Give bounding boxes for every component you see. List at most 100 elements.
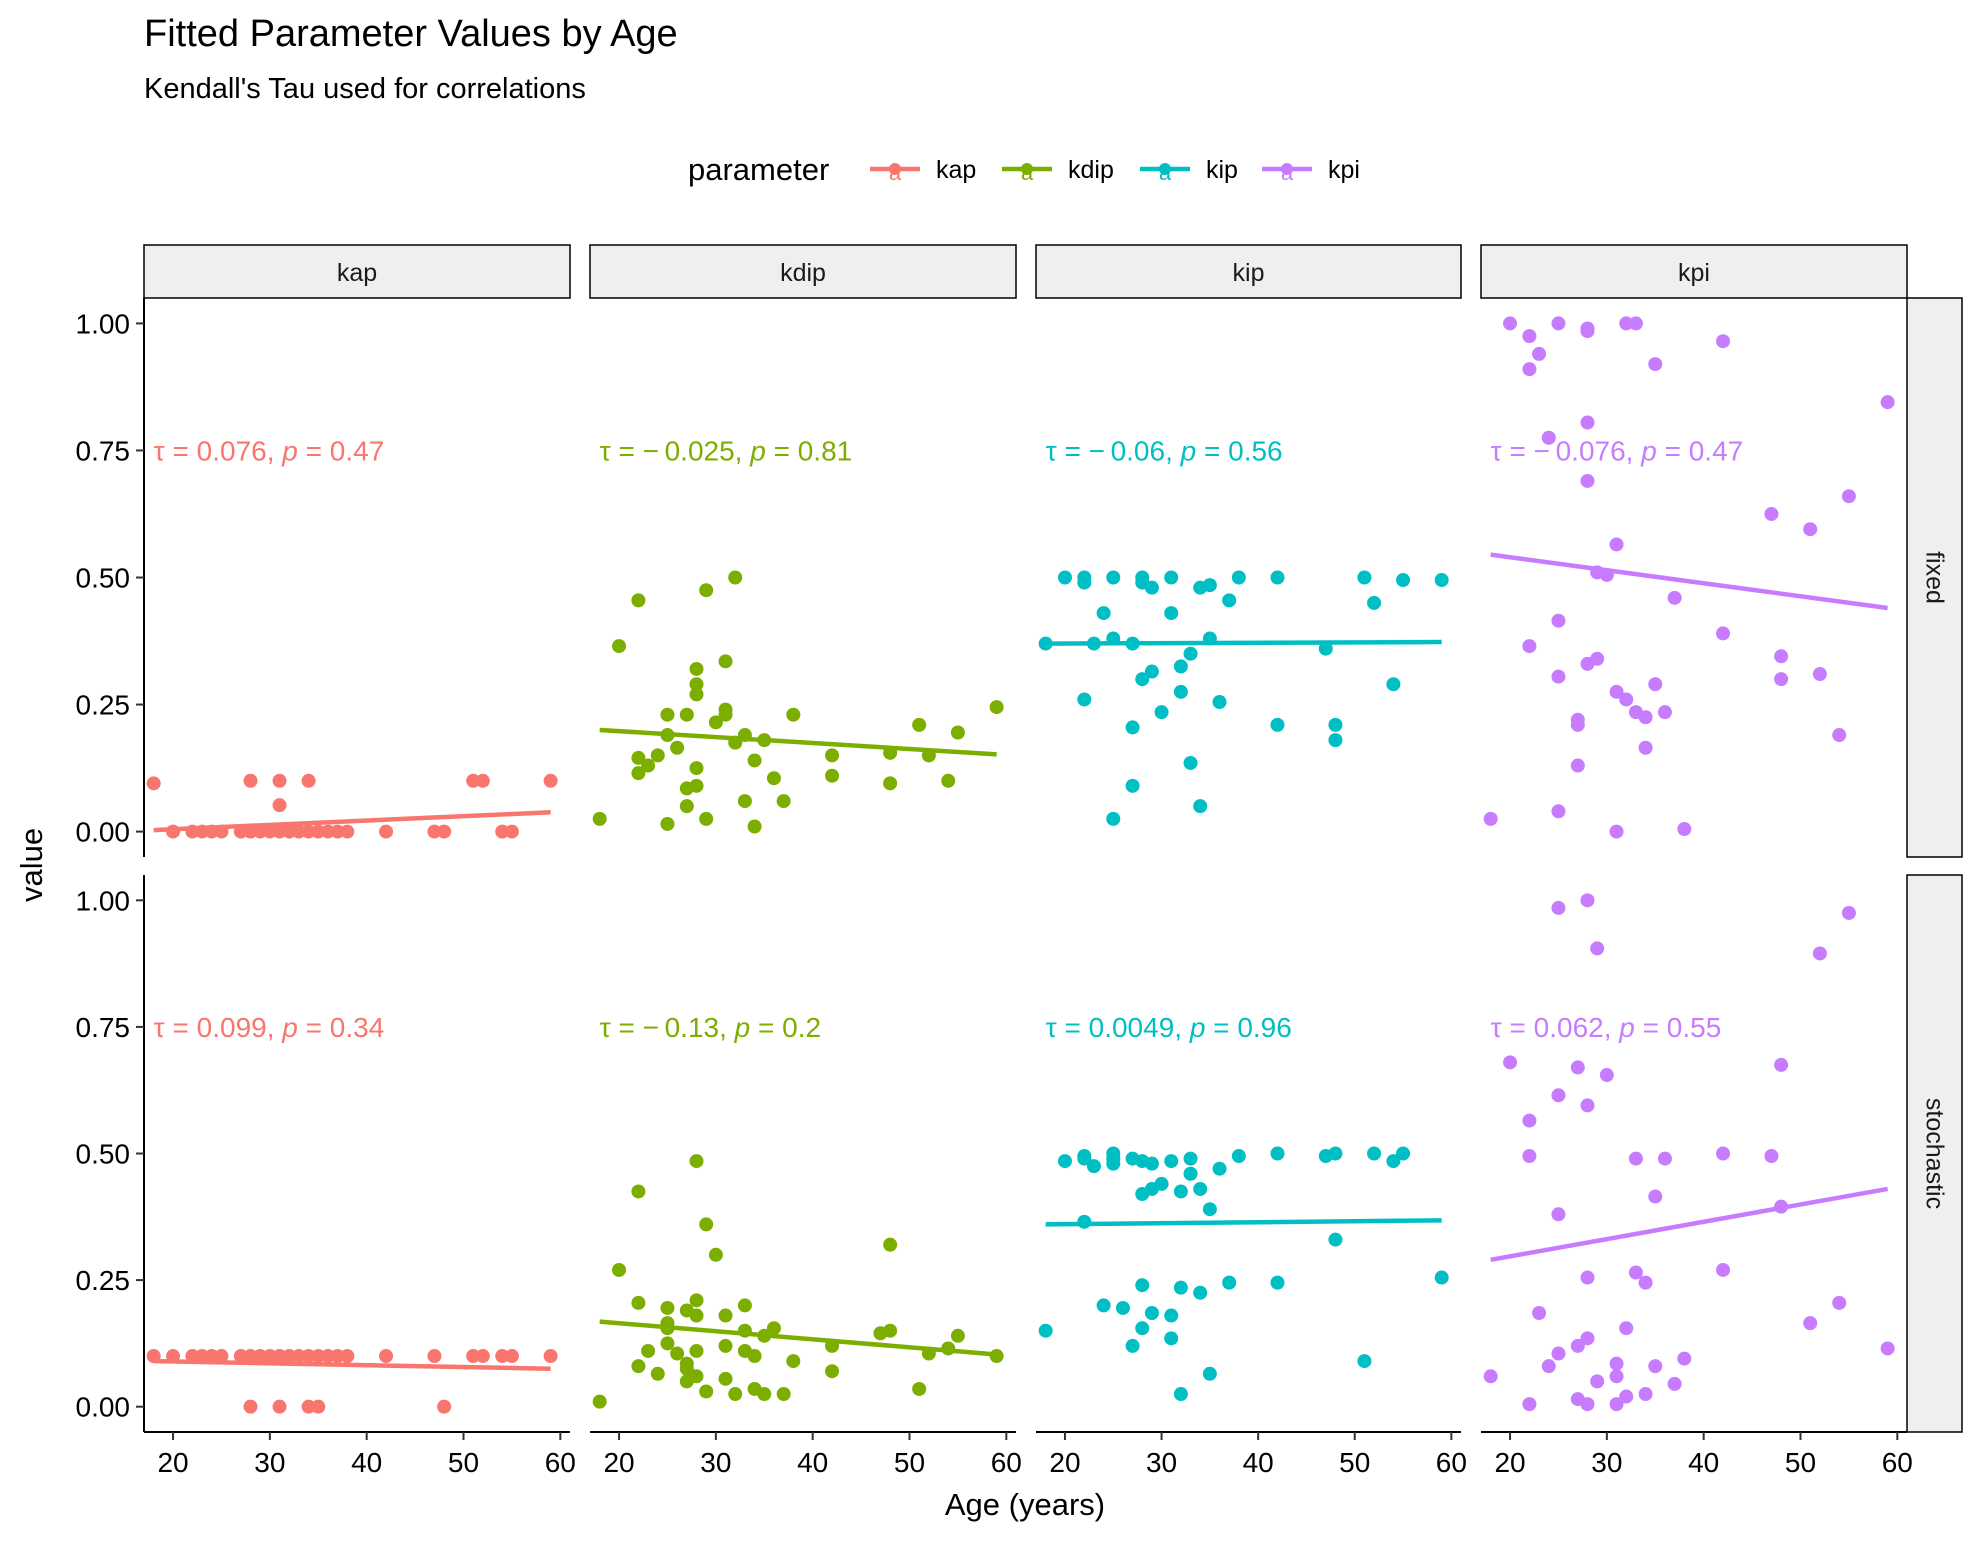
data-point-kap-stochastic	[301, 1349, 316, 1364]
data-point-kpi-stochastic	[1551, 1207, 1566, 1222]
data-point-kdip-fixed	[825, 768, 840, 783]
data-point-kip-fixed	[1270, 570, 1285, 585]
data-point-kpi-stochastic	[1522, 1149, 1537, 1164]
data-point-kip-stochastic	[1357, 1354, 1372, 1369]
data-point-kpi-stochastic	[1677, 1351, 1692, 1366]
data-point-kap-fixed	[146, 776, 161, 791]
x-tick-label: 40	[1688, 1447, 1719, 1478]
data-point-kip-stochastic	[1183, 1166, 1198, 1181]
data-point-kip-fixed	[1164, 570, 1179, 585]
data-point-kdip-fixed	[786, 707, 801, 722]
data-point-kip-fixed	[1144, 664, 1159, 679]
data-point-kip-stochastic	[1231, 1149, 1246, 1164]
data-point-kap-stochastic	[195, 1349, 210, 1364]
data-point-kdip-stochastic	[737, 1323, 752, 1338]
stat-label-kap-fixed: τ = 0.076, p = 0.47	[154, 435, 385, 466]
data-point-kap-stochastic	[253, 1349, 268, 1364]
facet-strip-kap	[143, 244, 571, 299]
data-point-kap-fixed	[379, 824, 394, 839]
data-point-kdip-fixed	[989, 700, 1004, 715]
data-point-kap-stochastic	[320, 1349, 335, 1364]
data-point-kip-fixed	[1231, 570, 1246, 585]
data-point-kdip-stochastic	[989, 1349, 1004, 1364]
data-point-kpi-fixed	[1638, 740, 1653, 755]
data-point-kpi-stochastic	[1716, 1146, 1731, 1161]
data-point-kpi-stochastic	[1803, 1316, 1818, 1331]
data-point-kdip-fixed	[737, 794, 752, 809]
data-point-kap-stochastic	[475, 1349, 490, 1364]
data-point-kip-fixed	[1202, 578, 1217, 593]
facet-strip-fixed	[1906, 297, 1963, 858]
x-tick-label: 20	[603, 1447, 634, 1478]
data-point-kpi-fixed	[1532, 346, 1547, 361]
legend-label-kpi: kpi	[1328, 156, 1360, 184]
data-point-kdip-fixed	[689, 761, 704, 776]
data-point-kap-stochastic	[233, 1349, 248, 1364]
data-point-kip-stochastic	[1222, 1275, 1237, 1290]
data-point-kip-stochastic	[1367, 1146, 1382, 1161]
data-point-kap-fixed	[427, 824, 442, 839]
data-point-kpi-stochastic	[1764, 1149, 1779, 1164]
x-tick-label: 60	[991, 1447, 1022, 1478]
x-tick-label: 30	[1146, 1447, 1177, 1478]
data-point-kpi-stochastic	[1774, 1199, 1789, 1214]
data-point-kap-fixed	[301, 773, 316, 788]
data-point-kpi-stochastic	[1648, 1359, 1663, 1374]
x-axis-title: Age (years)	[945, 1487, 1105, 1522]
data-point-kap-stochastic	[243, 1399, 258, 1414]
data-point-kdip-fixed	[757, 733, 772, 748]
data-point-kip-fixed	[1077, 570, 1092, 585]
data-point-kdip-fixed	[679, 799, 694, 814]
data-point-kip-stochastic	[1386, 1154, 1401, 1169]
data-point-kdip-fixed	[689, 661, 704, 676]
data-point-kpi-stochastic	[1609, 1369, 1624, 1384]
fit-line-kpi-stochastic	[1490, 1186, 1889, 1263]
data-point-kip-stochastic	[1270, 1146, 1285, 1161]
data-point-kip-fixed	[1173, 684, 1188, 699]
data-point-kip-fixed	[1212, 695, 1227, 710]
data-point-kip-fixed	[1202, 631, 1217, 646]
data-point-kdip-fixed	[670, 740, 685, 755]
data-point-kip-stochastic	[1202, 1202, 1217, 1217]
data-point-kap-fixed	[233, 824, 248, 839]
data-point-kpi-stochastic	[1483, 1369, 1498, 1384]
data-point-kip-stochastic	[1164, 1331, 1179, 1346]
data-point-kdip-fixed	[737, 728, 752, 743]
data-point-kdip-stochastic	[679, 1361, 694, 1376]
data-point-kpi-stochastic	[1551, 900, 1566, 915]
data-point-kap-stochastic	[330, 1349, 345, 1364]
data-point-kip-stochastic	[1202, 1366, 1217, 1381]
data-point-kdip-fixed	[825, 748, 840, 763]
data-point-kip-stochastic	[1135, 1278, 1150, 1293]
stat-label-kip-fixed: τ = − 0.06, p = 0.56	[1046, 435, 1283, 466]
data-point-kap-fixed	[311, 824, 326, 839]
facet-strip-label-fixed: fixed	[1921, 551, 1949, 604]
fit-line-kip-fixed	[1045, 639, 1442, 646]
data-point-kpi-stochastic	[1590, 1374, 1605, 1389]
data-point-kap-stochastic	[291, 1349, 306, 1364]
stat-label-kdip-fixed: τ = − 0.025, p = 0.81	[600, 435, 853, 466]
data-point-kpi-stochastic	[1841, 905, 1856, 920]
data-point-kdip-stochastic	[921, 1346, 936, 1361]
data-point-kap-stochastic	[146, 1349, 161, 1364]
x-tick-label: 60	[1436, 1447, 1467, 1478]
x-tick-label: 30	[700, 1447, 731, 1478]
data-point-kdip-fixed	[689, 677, 704, 692]
data-point-kdip-fixed	[747, 819, 762, 834]
data-point-kip-fixed	[1173, 659, 1188, 674]
data-point-kap-fixed	[330, 824, 345, 839]
data-point-kpi-fixed	[1628, 316, 1643, 331]
data-point-kpi-fixed	[1619, 692, 1634, 707]
data-point-kdip-stochastic	[660, 1321, 675, 1336]
data-point-kdip-stochastic	[708, 1247, 723, 1262]
data-point-kdip-stochastic	[786, 1354, 801, 1369]
data-point-kpi-fixed	[1648, 357, 1663, 372]
data-point-kip-stochastic	[1115, 1300, 1130, 1315]
data-point-kap-fixed	[272, 824, 287, 839]
data-point-kpi-stochastic	[1590, 941, 1605, 956]
data-point-kdip-fixed	[631, 593, 646, 608]
y-tick-label: 1.00	[76, 885, 131, 916]
facet-strip-label-kdip: kdip	[780, 259, 826, 287]
data-point-kpi-fixed	[1880, 395, 1895, 410]
